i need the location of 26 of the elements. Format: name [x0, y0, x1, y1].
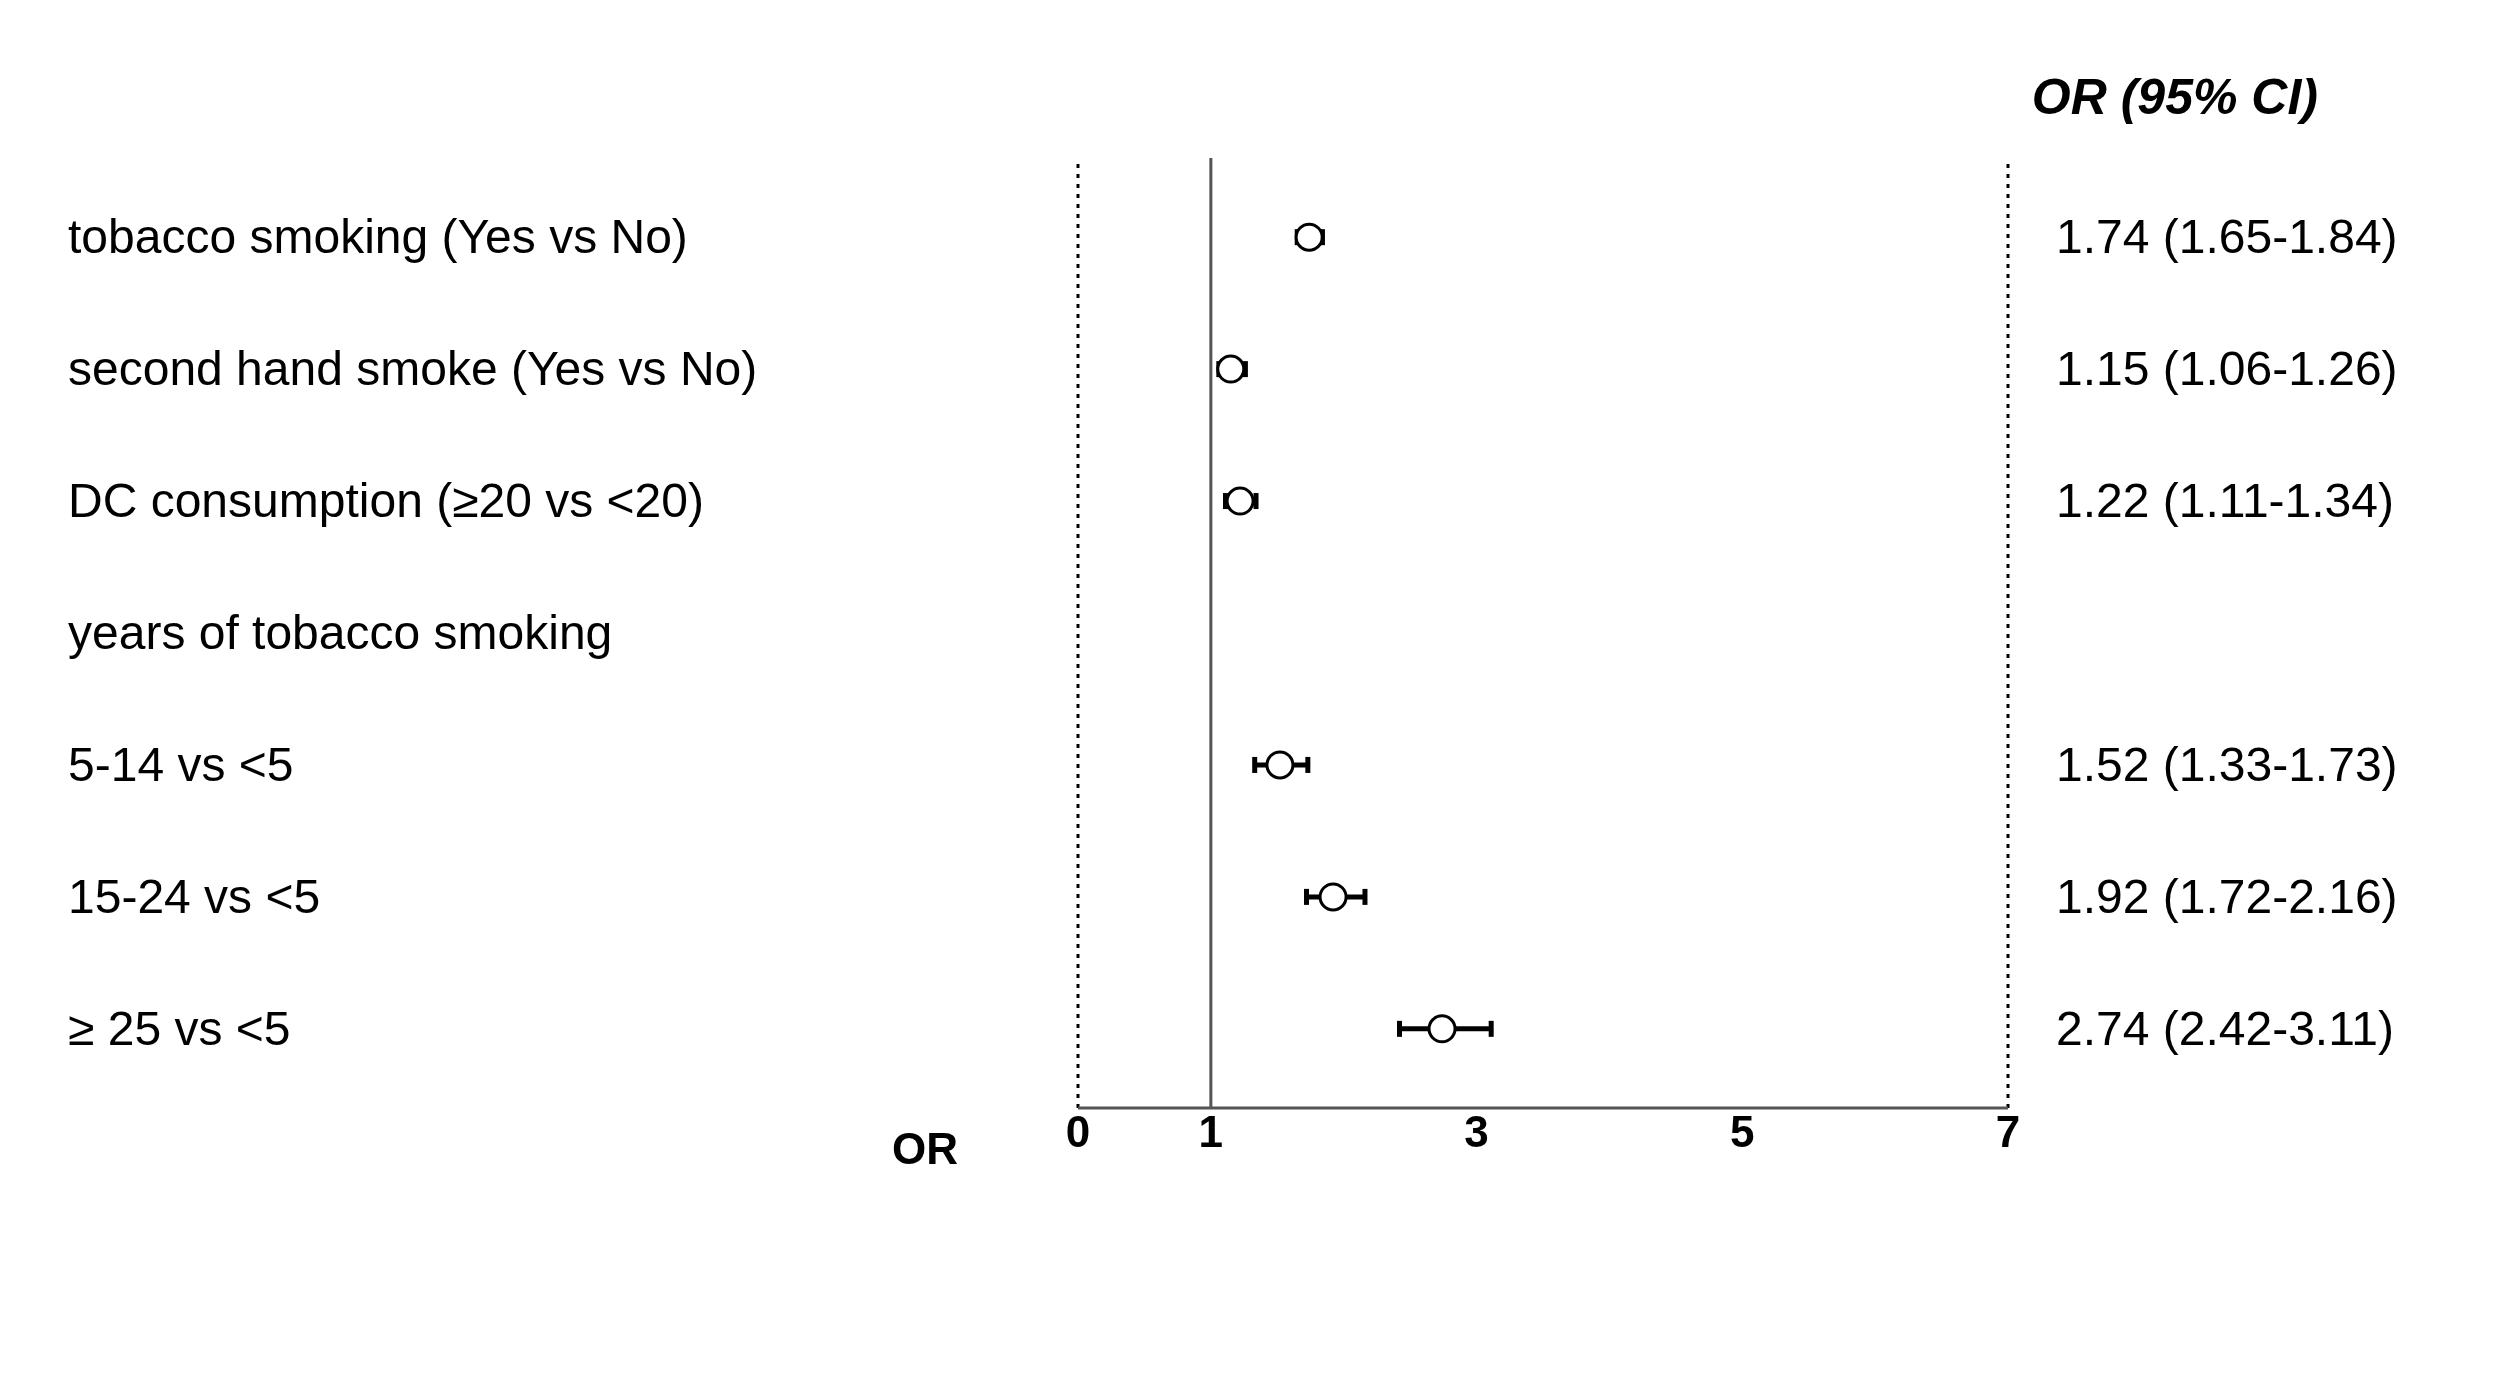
y-tick-label: second hand smoke (Yes vs No) — [68, 342, 758, 396]
x-tick-label: 1 — [1198, 1107, 1224, 1157]
y-tick-label: years of tobacco smoking — [68, 606, 613, 659]
x-tick-label: 0 — [1065, 1107, 1091, 1157]
x-tick-label: 3 — [1464, 1107, 1489, 1157]
data-label: 1.22 (1.11-1.34) — [2056, 474, 2394, 528]
point — [1216, 354, 1246, 384]
point — [1225, 486, 1255, 516]
y-tick-label: tobacco smoking (Yes vs No) — [68, 210, 688, 264]
data-label: 2.74 (2.42-3.11) — [2056, 1001, 2394, 1055]
y-tick-label: 5-14 vs <5 — [68, 737, 294, 791]
point — [1318, 882, 1348, 912]
point — [1265, 750, 1295, 780]
x-tick-label: 5 — [1730, 1107, 1755, 1157]
point — [1427, 1014, 1457, 1044]
x-tick-label: 7 — [1995, 1107, 2021, 1157]
x-axis-title: OR — [892, 1123, 958, 1173]
data-label: 1.92 (1.72-2.16) — [2056, 869, 2398, 923]
point — [1294, 222, 1324, 252]
text: OR (95% CI) — [2031, 68, 2318, 126]
data-label: 1.15 (1.06-1.26) — [2056, 342, 2398, 396]
data-label: 1.52 (1.33-1.73) — [2056, 737, 2398, 791]
y-tick-label: 15-24 vs <5 — [68, 869, 321, 923]
data-label: 1.74 (1.65-1.84) — [2056, 210, 2398, 264]
y-tick-label: ≥ 25 vs <5 — [68, 1001, 291, 1055]
y-tick-label: DC consumption (≥20 vs <20) — [68, 474, 704, 528]
